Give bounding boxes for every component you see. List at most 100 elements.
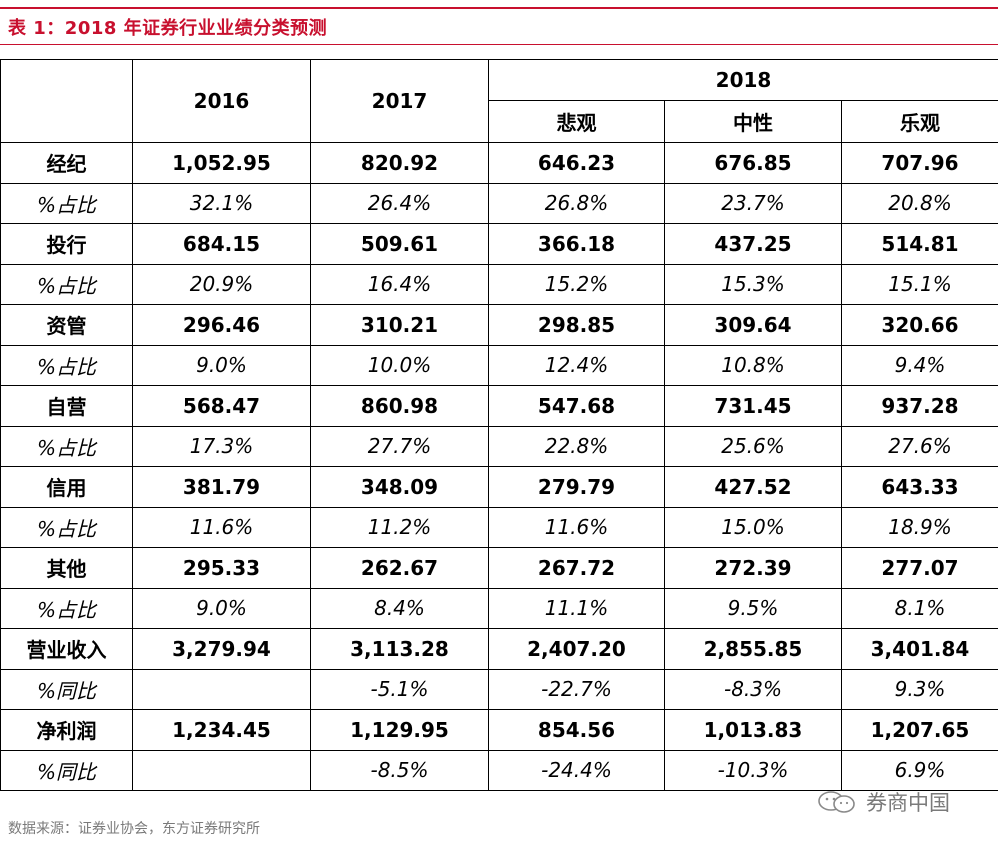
row-label: %占比 (0, 506, 133, 548)
table-cell: 568.47 (132, 385, 311, 427)
header-optimistic: 乐观 (841, 100, 998, 143)
table-cell: 547.68 (488, 385, 665, 427)
table-row: %占比 32.1% 26.4% 26.8% 23.7% 20.8% (0, 182, 998, 224)
table-row: 营业收入 3,279.94 3,113.28 2,407.20 2,855.85 3,40… (0, 628, 998, 670)
table-cell: 25.6% (664, 425, 842, 467)
table-cell: 366.18 (488, 223, 665, 265)
table-cell: -22.7% (488, 668, 665, 710)
table-row: 经纪 1,052.95 820.92 646.23 676.85 707.96 (0, 142, 998, 184)
row-label: %占比 (0, 344, 133, 386)
table-cell: 381.79 (132, 466, 311, 508)
source-note: 数据来源：证券业协会，东方证券研究所 (8, 821, 260, 837)
row-label: %同比 (0, 749, 133, 791)
table-cell: -8.3% (664, 668, 842, 710)
row-label: %占比 (0, 425, 133, 467)
table-cell: 320.66 (841, 304, 998, 346)
table-cell: 437.25 (664, 223, 842, 265)
table-cell: 514.81 (841, 223, 998, 265)
table-cell (132, 749, 311, 791)
table-cell: 11.1% (488, 587, 665, 629)
table-cell: 707.96 (841, 142, 998, 184)
table-cell: 348.09 (310, 466, 489, 508)
table-title: 表 1：2018 年证券行业业绩分类预测 (8, 18, 328, 39)
watermark: 券商中国 (816, 787, 950, 817)
table-cell: 731.45 (664, 385, 842, 427)
table-cell: 20.9% (132, 263, 311, 305)
table-cell: 298.85 (488, 304, 665, 346)
table-cell: 3,401.84 (841, 628, 998, 670)
row-label: 自营 (0, 385, 133, 427)
watermark-text: 券商中国 (866, 791, 950, 815)
table-row: %同比 -5.1% -22.7% -8.3% 9.3% (0, 668, 998, 710)
table-cell: 9.0% (132, 344, 311, 386)
table-cell: 26.8% (488, 182, 665, 224)
table-cell: 279.79 (488, 466, 665, 508)
table-cell: 27.7% (310, 425, 489, 467)
table-cell: 3,113.28 (310, 628, 489, 670)
row-label: 其他 (0, 547, 133, 589)
table-cell: 9.0% (132, 587, 311, 629)
table-row: %占比 11.6% 11.2% 11.6% 15.0% 18.9% (0, 506, 998, 548)
table-cell: 937.28 (841, 385, 998, 427)
header-neutral: 中性 (664, 100, 842, 143)
table-cell: 2,407.20 (488, 628, 665, 670)
table-cell: 11.6% (132, 506, 311, 548)
table-cell: 1,013.83 (664, 709, 842, 751)
table-cell: 15.1% (841, 263, 998, 305)
table-cell: 32.1% (132, 182, 311, 224)
table-cell: 262.67 (310, 547, 489, 589)
row-label: %占比 (0, 587, 133, 629)
table-cell: 1,234.45 (132, 709, 311, 751)
row-label: 净利润 (0, 709, 133, 751)
table-row: %占比 20.9% 16.4% 15.2% 15.3% 15.1% (0, 263, 998, 305)
table-cell: 11.6% (488, 506, 665, 548)
table-row: 自营 568.47 860.98 547.68 731.45 937.28 (0, 385, 998, 427)
row-label: %占比 (0, 182, 133, 224)
table-cell: 17.3% (132, 425, 311, 467)
table-row: 净利润 1,234.45 1,129.95 854.56 1,013.83 1,207.6… (0, 709, 998, 751)
table-row: %占比 9.0% 10.0% 12.4% 10.8% 9.4% (0, 344, 998, 386)
table-cell: 26.4% (310, 182, 489, 224)
row-label: 营业收入 (0, 628, 133, 670)
row-label: 投行 (0, 223, 133, 265)
table-cell: 643.33 (841, 466, 998, 508)
table-cell: 310.21 (310, 304, 489, 346)
table-cell: 16.4% (310, 263, 489, 305)
table-cell: 8.1% (841, 587, 998, 629)
table-cell: 6.9% (841, 749, 998, 791)
row-label: %同比 (0, 668, 133, 710)
table-cell: 23.7% (664, 182, 842, 224)
title-divider (0, 44, 998, 45)
top-accent-rule (0, 7, 998, 9)
table-cell: 18.9% (841, 506, 998, 548)
table-cell: 854.56 (488, 709, 665, 751)
table-cell: 684.15 (132, 223, 311, 265)
table-cell (132, 668, 311, 710)
table-cell: -10.3% (664, 749, 842, 791)
table-row: 资管 296.46 310.21 298.85 309.64 320.66 (0, 304, 998, 346)
table-cell: 277.07 (841, 547, 998, 589)
corner-cell (0, 59, 133, 143)
table-cell: 9.4% (841, 344, 998, 386)
table-cell: 10.8% (664, 344, 842, 386)
table-cell: 3,279.94 (132, 628, 311, 670)
table-cell: 8.4% (310, 587, 489, 629)
table-row: %同比 -8.5% -24.4% -10.3% 6.9% (0, 749, 998, 791)
table-cell: 9.3% (841, 668, 998, 710)
table-cell: 509.61 (310, 223, 489, 265)
table-cell: 820.92 (310, 142, 489, 184)
table-row: 其他 295.33 262.67 267.72 272.39 277.07 (0, 547, 998, 589)
table-row: 投行 684.15 509.61 366.18 437.25 514.81 (0, 223, 998, 265)
row-label: 信用 (0, 466, 133, 508)
wechat-icon (816, 789, 860, 815)
table-cell: 1,207.65 (841, 709, 998, 751)
table-row: %占比 17.3% 27.7% 22.8% 25.6% 27.6% (0, 425, 998, 467)
header-2017: 2017 (310, 59, 489, 143)
table-cell: 1,052.95 (132, 142, 311, 184)
row-label: %占比 (0, 263, 133, 305)
table-cell: 20.8% (841, 182, 998, 224)
table-cell: -5.1% (310, 668, 489, 710)
table-cell: 295.33 (132, 547, 311, 589)
header-2016: 2016 (132, 59, 311, 143)
table-cell: 22.8% (488, 425, 665, 467)
